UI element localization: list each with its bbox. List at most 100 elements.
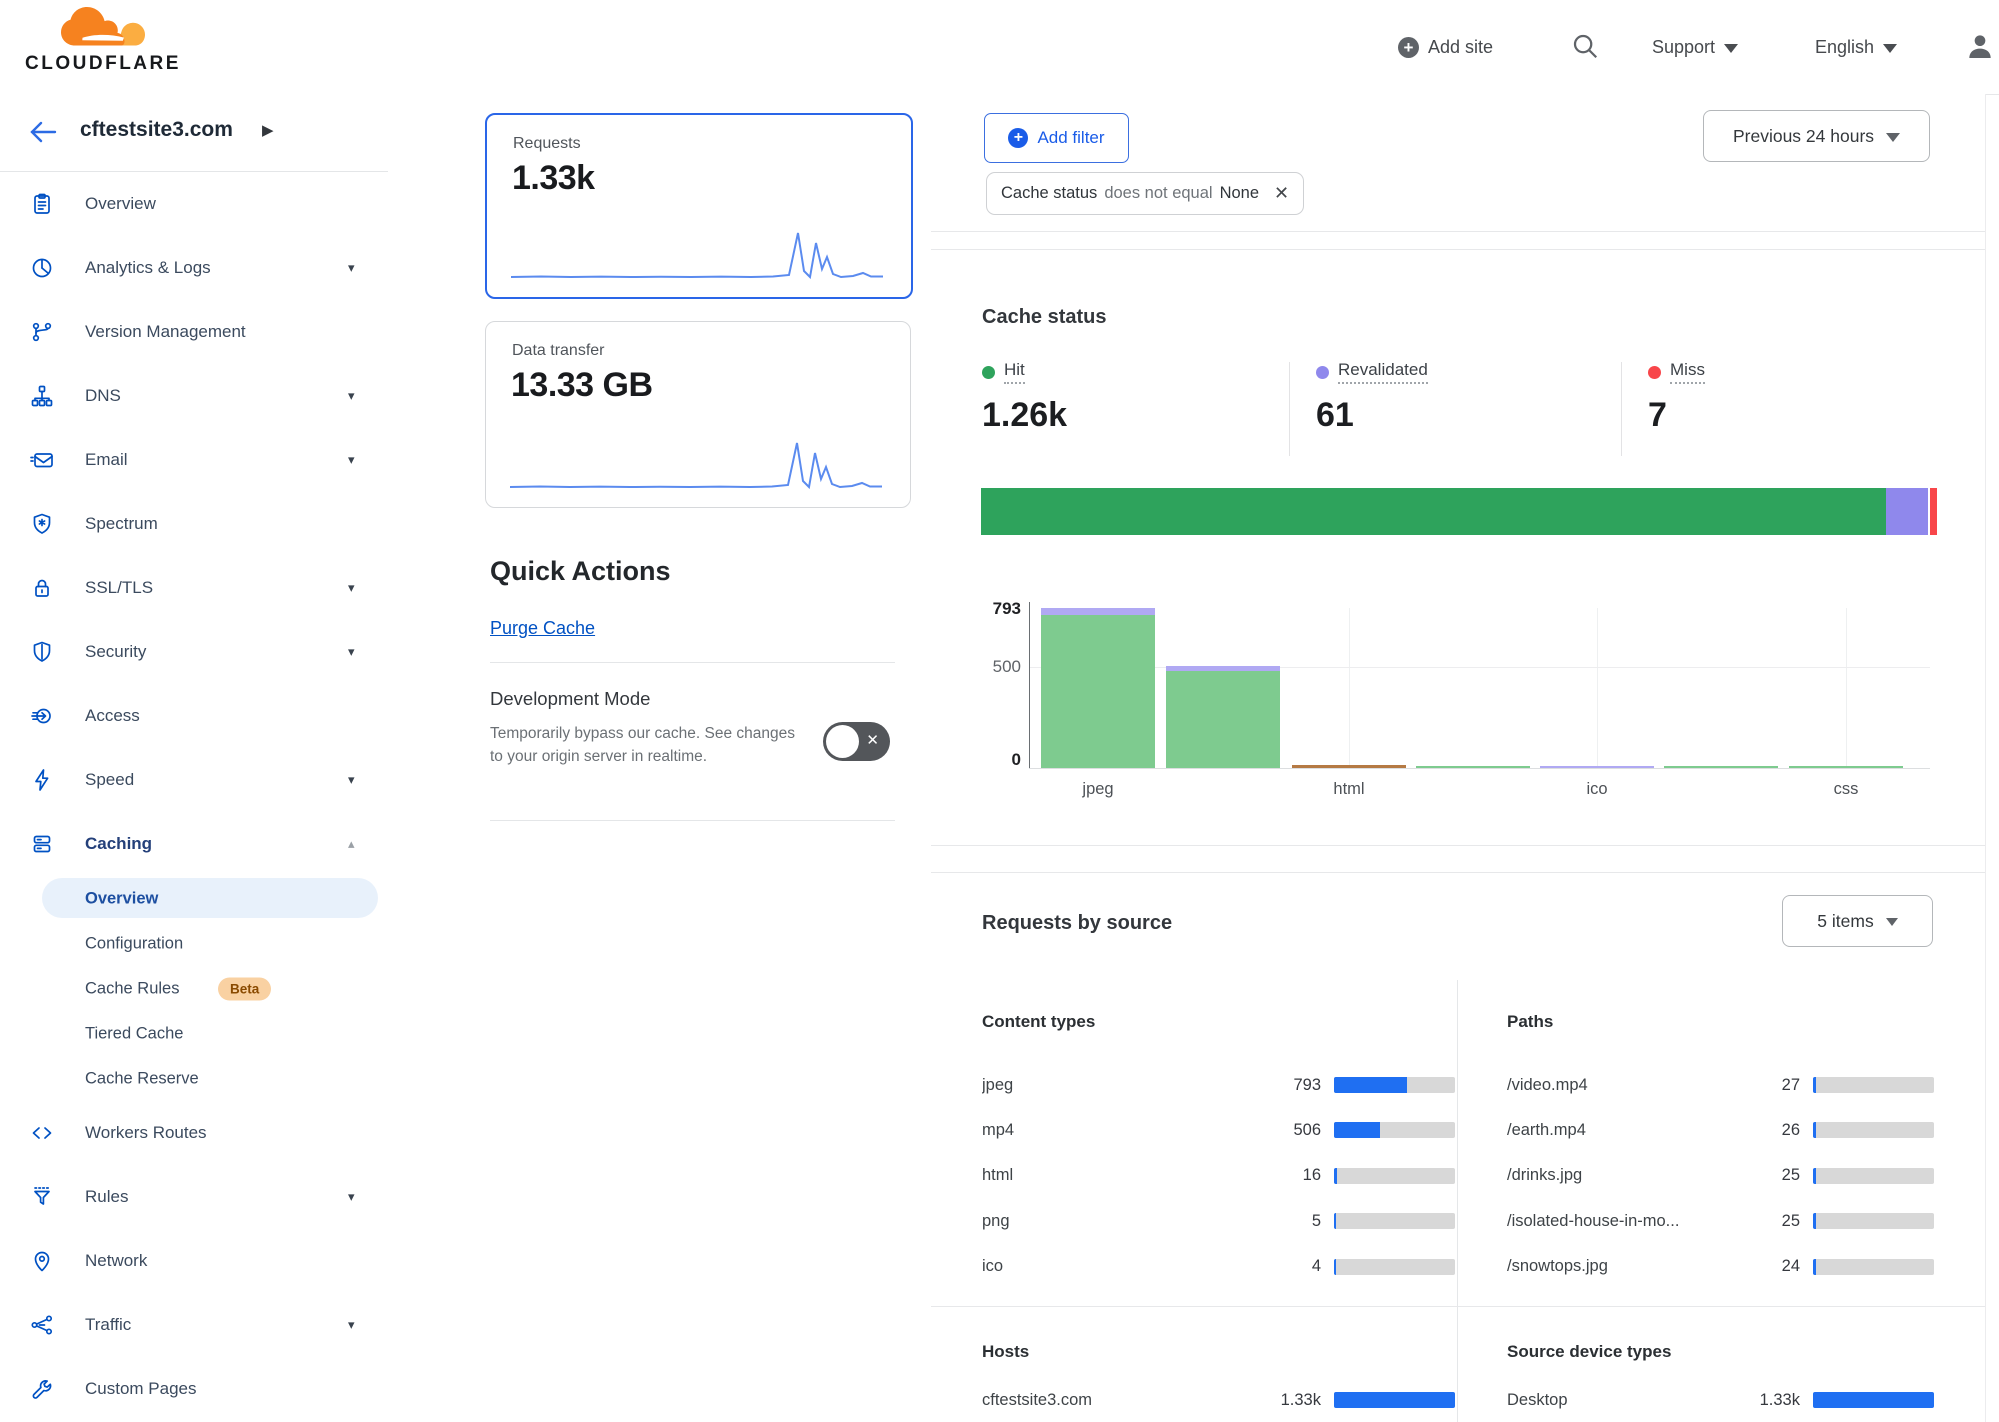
source-row[interactable]: /snowtops.jpg24 — [1507, 1254, 1934, 1280]
cloudflare-cloud-icon — [60, 6, 146, 52]
source-row[interactable]: Desktop1.33k — [1507, 1387, 1934, 1413]
sidebar-item-overview[interactable]: Overview — [0, 172, 388, 236]
time-range-dropdown[interactable]: Previous 24 hours — [1703, 110, 1930, 162]
sidebar-item-version-management[interactable]: Version Management — [0, 300, 388, 364]
sidebar-item-label: Workers Routes — [85, 1123, 207, 1143]
row-label: png — [982, 1212, 1261, 1231]
data-transfer-card-label: Data transfer — [512, 342, 604, 360]
cloudflare-wordmark: CLOUDFLARE — [18, 53, 188, 75]
stat-label[interactable]: Revalidated — [1338, 360, 1428, 384]
source-row[interactable]: mp4506 — [982, 1117, 1455, 1143]
site-header: cftestsite3.com ▶ — [0, 94, 388, 172]
chevron-down-icon[interactable]: ▾ — [348, 580, 355, 596]
analytics-panel: + Add filter Cache status does not equal… — [931, 94, 1986, 1422]
row-value: 506 — [1261, 1121, 1321, 1140]
divider — [1457, 980, 1458, 1422]
branch-icon — [30, 320, 54, 344]
row-value: 4 — [1261, 1257, 1321, 1276]
chevron-down-icon[interactable]: ▾ — [348, 388, 355, 404]
sidebar-item-label: DNS — [85, 386, 121, 406]
source-row[interactable]: jpeg793 — [982, 1072, 1455, 1098]
chevron-up-icon[interactable]: ▴ — [348, 836, 355, 852]
sidebar-item-access[interactable]: Access — [0, 684, 388, 748]
plus-icon: + — [1398, 37, 1419, 58]
chevron-down-icon[interactable]: ▾ — [348, 644, 355, 660]
row-bar-track — [1813, 1259, 1934, 1275]
add-site-button[interactable]: + Add site — [1398, 0, 1493, 94]
data-transfer-sparkline — [510, 437, 882, 493]
legend-dot-icon — [1648, 366, 1661, 379]
source-row[interactable]: /drinks.jpg25 — [1507, 1163, 1934, 1189]
data-transfer-card[interactable]: Data transfer 13.33 GB — [485, 321, 911, 508]
source-row[interactable]: /video.mp427 — [1507, 1072, 1934, 1098]
source-row[interactable]: png5 — [982, 1208, 1455, 1234]
language-menu[interactable]: English — [1815, 0, 1897, 94]
divider — [1621, 362, 1622, 456]
chevron-down-icon[interactable]: ▾ — [348, 1317, 355, 1333]
summary-column: Requests 1.33k Data transfer 13.33 GB Qu… — [388, 94, 932, 1422]
sidebar-subitem-cache-rules[interactable]: Cache RulesBeta — [0, 966, 388, 1011]
bar-mp4-revalidated — [1166, 666, 1280, 671]
sidebar-item-email[interactable]: Email▾ — [0, 428, 388, 492]
row-label: html — [982, 1166, 1261, 1185]
sidebar-subitem-overview[interactable]: Overview — [0, 876, 388, 921]
purge-cache-link[interactable]: Purge Cache — [490, 618, 595, 639]
close-icon[interactable]: ✕ — [1274, 183, 1289, 204]
source-row[interactable]: /earth.mp426 — [1507, 1117, 1934, 1143]
sidebar-item-dns[interactable]: DNS ▾ — [0, 364, 388, 428]
sidebar-item-analytics-logs[interactable]: Analytics & Logs▾ — [0, 236, 388, 300]
source-row[interactable]: cftestsite3.com1.33k — [982, 1387, 1455, 1413]
stat-label[interactable]: Hit — [1004, 360, 1025, 384]
sidebar-item-security[interactable]: Security▾ — [0, 620, 388, 684]
search-icon[interactable] — [1570, 31, 1600, 61]
filter-field: Cache status — [1001, 184, 1097, 203]
row-bar-track — [1813, 1168, 1934, 1184]
sidebar-subitem-cache-reserve[interactable]: Cache Reserve — [0, 1056, 388, 1101]
user-avatar-icon[interactable] — [1964, 30, 1996, 62]
x-tick-css: css — [1834, 780, 1859, 799]
cloudflare-dashboard: CLOUDFLARE + Add site Support English cf… — [0, 0, 1999, 1422]
chevron-down-icon[interactable]: ▾ — [348, 1189, 355, 1205]
chevron-down-icon[interactable]: ▾ — [348, 772, 355, 788]
source-row[interactable]: html16 — [982, 1163, 1455, 1189]
sidebar-subitem-configuration[interactable]: Configuration — [0, 921, 388, 966]
sidebar-item-network[interactable]: Network — [0, 1229, 388, 1293]
stat-label[interactable]: Miss — [1670, 360, 1705, 384]
cloudflare-logo[interactable]: CLOUDFLARE — [18, 6, 188, 75]
chevron-down-icon[interactable]: ▾ — [348, 260, 355, 276]
sidebar-item-rules[interactable]: Rules▾ — [0, 1165, 388, 1229]
sidebar-item-label: Traffic — [85, 1315, 131, 1335]
source-row[interactable]: /isolated-house-in-mo...25 — [1507, 1208, 1934, 1234]
sidebar-item-custom-pages[interactable]: Custom Pages — [0, 1357, 388, 1421]
requests-card[interactable]: Requests 1.33k — [485, 113, 913, 299]
source-row[interactable]: ico4 — [982, 1254, 1455, 1280]
filter-chip[interactable]: Cache status does not equal None ✕ — [986, 172, 1304, 215]
support-menu[interactable]: Support — [1652, 0, 1738, 94]
development-mode-toggle[interactable]: ✕ — [823, 722, 890, 761]
sidebar-item-speed[interactable]: Speed▾ — [0, 748, 388, 812]
stat-revalidated: Revalidated61 — [1316, 360, 1428, 435]
sidebar-subitem-tiered-cache[interactable]: Tiered Cache — [0, 1011, 388, 1056]
items-count-dropdown[interactable]: 5 items — [1782, 895, 1933, 947]
divider — [1289, 362, 1290, 456]
site-name[interactable]: cftestsite3.com — [80, 118, 233, 142]
filter-operator: does not equal — [1104, 184, 1212, 203]
chevron-right-icon[interactable]: ▶ — [262, 121, 274, 139]
row-bar-track — [1813, 1392, 1934, 1408]
stat-miss: Miss7 — [1648, 360, 1705, 435]
sidebar-item-ssl-tls[interactable]: SSL/TLS ▾ — [0, 556, 388, 620]
x-axis — [1029, 768, 1930, 769]
sidebar-item-label: SSL/TLS — [85, 578, 153, 598]
chevron-down-icon[interactable]: ▾ — [348, 452, 355, 468]
add-filter-label: Add filter — [1037, 128, 1104, 148]
cache-status-distribution-bar — [981, 488, 1937, 535]
x-tick-html: html — [1333, 780, 1364, 799]
sidebar-item-traffic[interactable]: Traffic ▾ — [0, 1293, 388, 1357]
bar-css-hit — [1789, 766, 1903, 768]
sidebar-item-workers-routes[interactable]: Workers Routes — [0, 1101, 388, 1165]
sidebar-item-spectrum[interactable]: Spectrum — [0, 492, 388, 556]
cache-status-title: Cache status — [982, 306, 1107, 329]
add-filter-button[interactable]: + Add filter — [984, 113, 1129, 163]
back-arrow-icon[interactable] — [28, 119, 58, 145]
sidebar-item-caching[interactable]: Caching▴ — [0, 812, 388, 876]
